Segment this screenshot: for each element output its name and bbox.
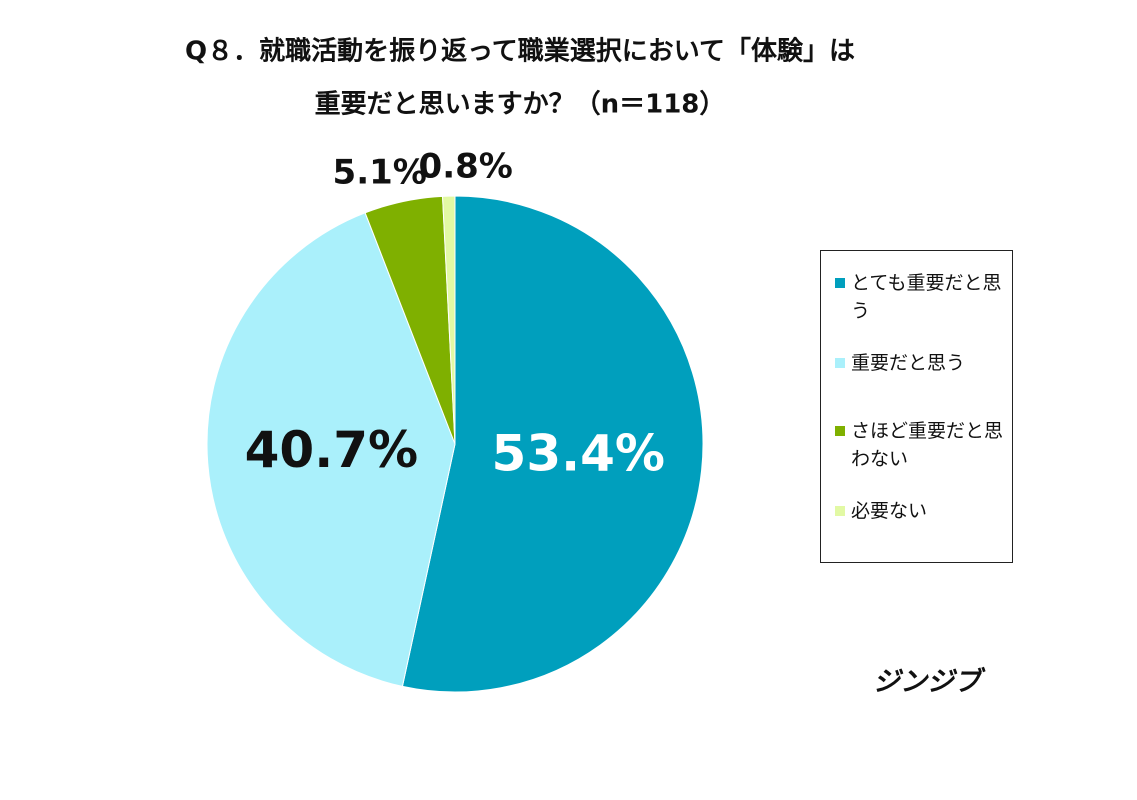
legend-label: 必要ない <box>851 500 928 522</box>
data-label: 40.7% <box>245 421 418 479</box>
legend-marker <box>835 358 845 368</box>
legend-entry: 重要だと思う <box>835 349 1012 377</box>
legend-marker <box>835 506 845 516</box>
legend: とても重要だと思う重要だと思うさほど重要だと思わない必要ない <box>820 250 1013 563</box>
pie-slice <box>442 195 456 445</box>
pie-slice <box>206 212 456 687</box>
source-logo: ジンジブ <box>873 667 986 698</box>
chart-title: Q８．就職活動を振り返って職業選択において「体験」は <box>185 36 855 67</box>
legend-entry: 必要ない <box>835 497 1012 525</box>
legend-label: 重要だと思う <box>851 352 966 374</box>
data-label: 0.8% <box>419 147 513 187</box>
data-label: 5.1% <box>333 153 427 193</box>
legend-entry: さほど重要だと思わない <box>835 417 1012 473</box>
data-label: 53.4% <box>492 425 665 483</box>
legend-label: とても重要だと思う <box>851 272 1002 322</box>
chart-subtitle: 重要だと思いますか？（n＝118） <box>315 90 726 120</box>
legend-marker <box>835 278 845 288</box>
pie-slice <box>401 195 704 693</box>
legend-entry: とても重要だと思う <box>835 269 1012 325</box>
legend-label: さほど重要だと思わない <box>851 420 1004 470</box>
legend-marker <box>835 426 845 436</box>
